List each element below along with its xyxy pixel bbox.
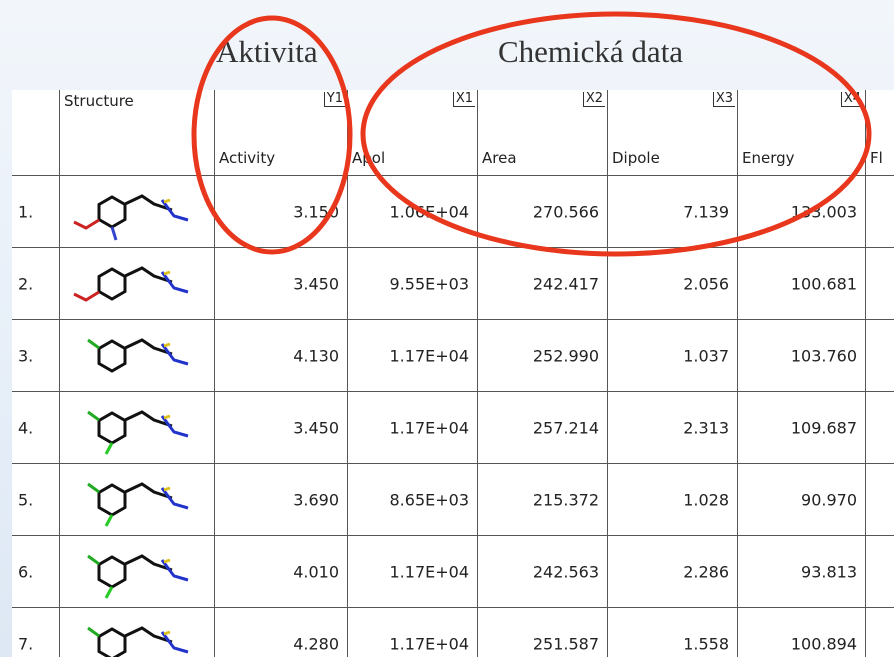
overlay (0, 0, 894, 657)
highlight-ellipse (194, 18, 350, 252)
page: Aktivita Chemická data StructureActivity… (0, 0, 894, 657)
highlight-ellipse (363, 14, 869, 254)
